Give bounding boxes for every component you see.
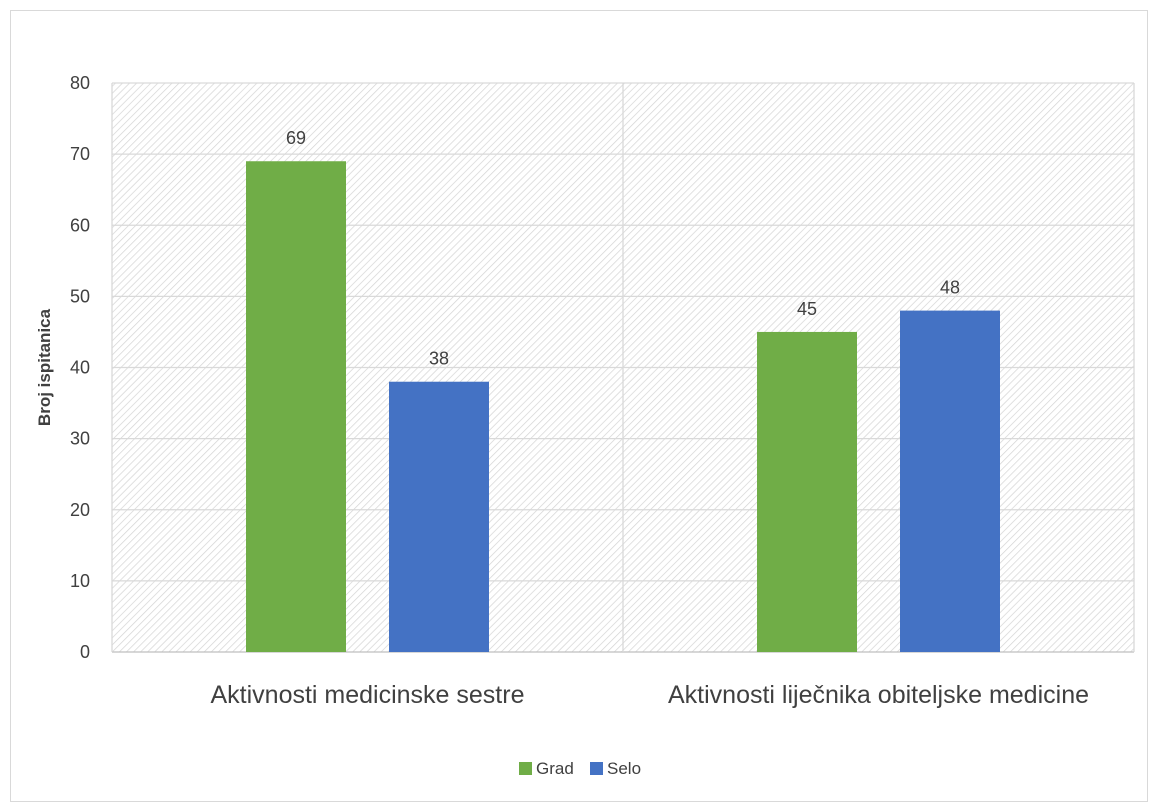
y-tick-label: 80: [70, 73, 90, 93]
x-category-label: Aktivnosti medicinske sestre: [210, 681, 524, 709]
x-axis-categories: Aktivnosti medicinske sestre Aktivnosti l…: [210, 681, 1089, 709]
y-tick-label: 60: [70, 215, 90, 235]
bar-selo: [900, 310, 1000, 652]
legend-label-selo: Selo: [607, 759, 641, 778]
bars: 69 38 45 48: [246, 128, 1000, 653]
y-tick-label: 70: [70, 144, 90, 164]
y-axis-title: Broj ispitanica: [35, 308, 54, 426]
data-label: 48: [940, 278, 960, 298]
y-axis-ticks: 0 10 20 30 40 50 60 70 80: [70, 73, 90, 662]
legend-swatch-grad: [519, 762, 532, 775]
y-tick-label: 40: [70, 358, 90, 378]
y-tick-label: 20: [70, 500, 90, 520]
bar-grad: [246, 161, 346, 653]
y-tick-label: 30: [70, 429, 90, 449]
data-label: 69: [286, 128, 306, 148]
legend-swatch-selo: [590, 762, 603, 775]
bar-grad: [757, 331, 857, 652]
data-label: 38: [429, 349, 449, 369]
y-tick-label: 0: [80, 642, 90, 662]
data-label: 45: [797, 299, 817, 319]
legend-label-grad: Grad: [536, 759, 574, 778]
x-category-label: Aktivnosti liječnika obiteljske medicine: [668, 681, 1089, 709]
bar-selo: [389, 381, 489, 652]
legend: Grad Selo: [519, 759, 641, 778]
y-tick-label: 10: [70, 571, 90, 591]
y-tick-label: 50: [70, 286, 90, 306]
